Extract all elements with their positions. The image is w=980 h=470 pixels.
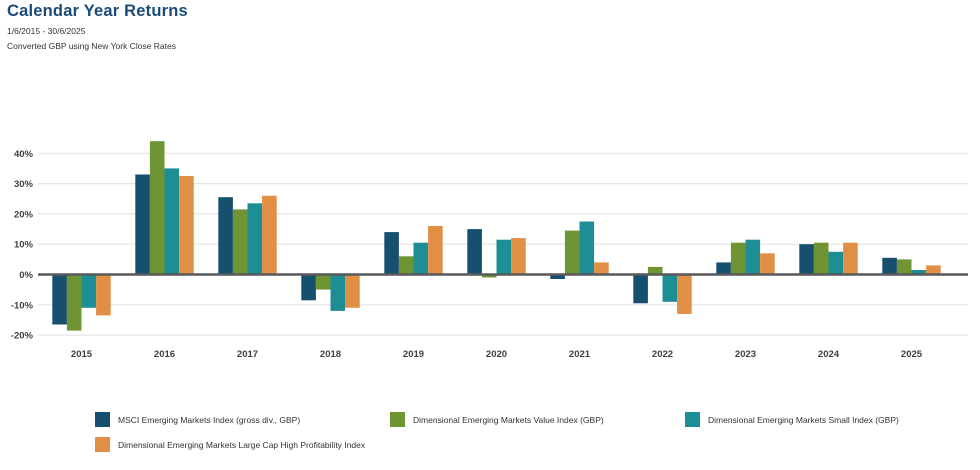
bar-2022-series-2 bbox=[662, 274, 678, 302]
x-axis-year-label: 2019 bbox=[403, 349, 424, 360]
bar-2016-series-3 bbox=[179, 176, 194, 275]
bar-2021-series-1 bbox=[564, 230, 580, 275]
y-axis-tick-label: 20% bbox=[14, 209, 34, 220]
bar-2023-series-3 bbox=[760, 253, 775, 275]
x-axis-year-label: 2024 bbox=[818, 349, 840, 360]
bar-2022-series-3 bbox=[677, 274, 692, 314]
bar-2021-series-2 bbox=[579, 221, 595, 275]
legend-item-dim-em-value-index: Dimensional Emerging Markets Value Index… bbox=[390, 412, 604, 427]
bar-2020-series-3 bbox=[511, 238, 526, 275]
x-axis-year-label: 2020 bbox=[486, 349, 507, 360]
y-axis-tick-label: -10% bbox=[11, 300, 34, 311]
x-axis-year-label: 2023 bbox=[735, 349, 756, 360]
x-axis-year-label: 2017 bbox=[237, 349, 258, 360]
bar-2023-series-2 bbox=[745, 239, 761, 275]
bar-2020-series-2 bbox=[496, 239, 512, 275]
legend-label-msci-em-index: MSCI Emerging Markets Index (gross div.,… bbox=[118, 414, 301, 425]
bar-2017-series-2 bbox=[247, 203, 263, 275]
bar-2017-series-1 bbox=[232, 209, 248, 275]
bar-2016-series-1 bbox=[149, 141, 165, 275]
bar-2018-series-3 bbox=[345, 274, 360, 308]
bar-2016-series-2 bbox=[164, 168, 180, 275]
bar-2019-series-2 bbox=[413, 242, 429, 275]
bar-2021-series-3 bbox=[594, 262, 609, 275]
bar-2019-series-0 bbox=[384, 232, 399, 275]
bar-2023-series-1 bbox=[730, 242, 746, 275]
y-axis-tick-label: 40% bbox=[14, 149, 34, 160]
bar-2015-series-0 bbox=[52, 274, 67, 325]
bar-2021-series-0 bbox=[550, 274, 565, 279]
legend-swatch-dim-em-value-index bbox=[390, 412, 405, 427]
conversion-note: Converted GBP using New York Close Rates bbox=[7, 41, 176, 51]
legend-swatch-dim-em-large-cap-high-profitability-index bbox=[95, 437, 110, 452]
x-axis-year-label: 2018 bbox=[320, 349, 341, 360]
bar-2015-series-2 bbox=[81, 274, 97, 308]
legend-swatch-msci-em-index bbox=[95, 412, 110, 427]
bar-2017-series-3 bbox=[262, 195, 277, 275]
y-axis-tick-label: 0% bbox=[19, 270, 33, 281]
bar-2018-series-0 bbox=[301, 274, 316, 301]
y-axis-tick-label: 10% bbox=[14, 240, 34, 251]
legend-label-dim-em-small-index: Dimensional Emerging Markets Small Index… bbox=[708, 414, 899, 425]
bar-2024-series-2 bbox=[828, 251, 844, 275]
bar-2019-series-3 bbox=[428, 226, 443, 275]
legend-label-dim-em-large-cap-high-profitability-index: Dimensional Emerging Markets Large Cap H… bbox=[118, 439, 366, 450]
bar-2018-series-1 bbox=[315, 274, 331, 290]
legend-label-dim-em-value-index: Dimensional Emerging Markets Value Index… bbox=[413, 414, 604, 425]
x-axis-year-label: 2025 bbox=[901, 349, 923, 360]
bar-2020-series-1 bbox=[481, 274, 497, 278]
bar-2015-series-3 bbox=[96, 274, 111, 316]
x-axis-year-label: 2016 bbox=[154, 349, 175, 360]
bar-2015-series-1 bbox=[66, 274, 82, 331]
bar-2019-series-1 bbox=[398, 256, 414, 275]
bar-2020-series-0 bbox=[467, 229, 482, 275]
bar-2022-series-0 bbox=[633, 274, 648, 304]
date-range-subtitle: 1/6/2015 - 30/6/2025 bbox=[7, 26, 86, 36]
bar-2025-series-1 bbox=[896, 259, 912, 275]
y-axis-tick-label: 30% bbox=[14, 179, 34, 190]
legend-swatch-dim-em-small-index bbox=[685, 412, 700, 427]
x-axis-year-label: 2022 bbox=[652, 349, 673, 360]
bar-2025-series-0 bbox=[882, 257, 897, 275]
calendar-year-returns-chart: 40% 30% 20% 10% 0% -10% -20% 2015 2016 2017 2018 20… bbox=[11, 141, 968, 360]
legend-item-dim-em-small-index: Dimensional Emerging Markets Small Index… bbox=[685, 412, 899, 427]
bar-2016-series-0 bbox=[135, 174, 150, 275]
bar-2017-series-0 bbox=[218, 197, 233, 275]
page-title: Calendar Year Returns bbox=[7, 2, 188, 20]
y-axis-tick-label: -20% bbox=[11, 331, 34, 342]
bar-2024-series-1 bbox=[813, 242, 829, 275]
bar-2018-series-2 bbox=[330, 274, 346, 311]
x-axis-year-label: 2021 bbox=[569, 349, 591, 360]
bar-2025-series-2 bbox=[911, 270, 927, 275]
x-axis-year-label: 2015 bbox=[71, 349, 93, 360]
chart-header: Calendar Year Returns 1/6/2015 - 30/6/20… bbox=[7, 2, 188, 51]
bar-2024-series-3 bbox=[843, 242, 858, 275]
legend-item-msci-em-index: MSCI Emerging Markets Index (gross div.,… bbox=[95, 412, 300, 427]
legend-item-dim-em-large-cap-high-profitability-index: Dimensional Emerging Markets Large Cap H… bbox=[95, 437, 365, 452]
bar-2023-series-0 bbox=[716, 262, 731, 275]
bar-2024-series-0 bbox=[799, 244, 814, 275]
bar-2025-series-3 bbox=[926, 265, 941, 275]
bar-2022-series-1 bbox=[647, 266, 663, 275]
